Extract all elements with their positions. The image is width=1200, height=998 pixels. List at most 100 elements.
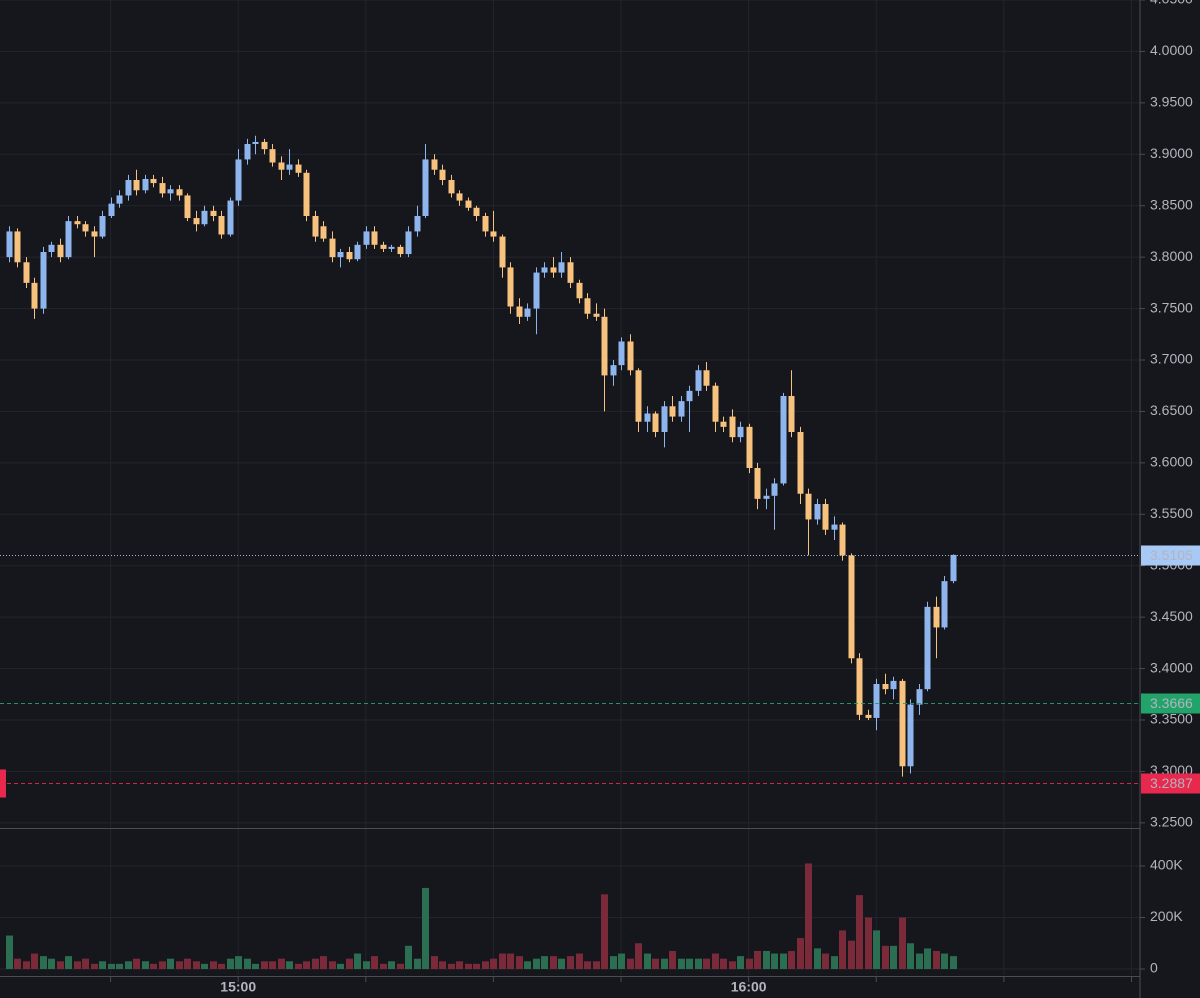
volume-bar (465, 963, 472, 969)
y-tick-label: 3.6000 (1150, 454, 1193, 470)
volume-bar (635, 943, 642, 969)
volume-bar (210, 961, 217, 969)
candle-body (618, 341, 625, 366)
y-tick-label: 3.5500 (1150, 505, 1193, 521)
volume-bar (201, 963, 208, 969)
volume-bar (686, 958, 693, 969)
candle-body (627, 341, 634, 371)
candle-body (941, 581, 948, 628)
volume-bar (550, 956, 557, 969)
volume-bar (695, 958, 702, 969)
volume-bar (227, 958, 234, 969)
price-label-box (1141, 693, 1200, 714)
candle-body (218, 216, 225, 235)
volume-bar (48, 958, 55, 969)
volume-bar (65, 956, 72, 969)
candle-body (31, 282, 38, 309)
volume-bar (363, 961, 370, 969)
volume-bar (831, 956, 838, 969)
candle-body (695, 370, 702, 391)
candle-body (244, 144, 251, 160)
candle-body (125, 180, 132, 196)
candle-body (746, 426, 753, 468)
candle-body (312, 216, 319, 237)
volume-bar (99, 961, 106, 969)
volume-bar (150, 963, 157, 969)
y-tick-label: 3.9000 (1150, 145, 1193, 161)
volume-bar (320, 956, 327, 969)
y-tick-label: 3.4500 (1150, 608, 1193, 624)
candle-body (448, 180, 455, 194)
y-tick-label: 3.9500 (1150, 94, 1193, 110)
marks (0, 135, 1140, 969)
candle-body (584, 298, 591, 314)
y-tick-label: 4.0000 (1150, 42, 1193, 58)
candle-body (65, 221, 72, 258)
volume-bar (193, 961, 200, 969)
candle-body (933, 606, 940, 628)
volume-bar (473, 963, 480, 969)
candle-body (465, 200, 472, 208)
y-tick-label: 3.3500 (1150, 711, 1193, 727)
volume-bar (771, 953, 778, 969)
candle-body (703, 370, 710, 386)
x-tick-label: 15:00 (220, 979, 256, 995)
candle-body (907, 704, 914, 767)
candle-body (303, 172, 310, 216)
candle-body (150, 178, 157, 184)
volume-bar (167, 958, 174, 969)
candle-body (210, 210, 217, 216)
candle-body (848, 555, 855, 659)
candle-body (167, 189, 174, 194)
candle-body (516, 306, 523, 317)
candle-body (686, 390, 693, 402)
volume-bar (286, 961, 293, 969)
volume-bar (618, 953, 625, 969)
axes (0, 0, 1141, 998)
volume-bar (388, 961, 395, 969)
candle-body (23, 262, 30, 283)
volume-bar (354, 953, 361, 969)
candle-body (193, 218, 200, 225)
volume-bar (57, 961, 64, 969)
candle-body (278, 162, 285, 170)
price-label: 3.3666 (1150, 695, 1193, 711)
candle-body (329, 238, 336, 258)
volume-bar (890, 945, 897, 969)
volume-bar (541, 956, 548, 969)
candle-body (558, 262, 565, 273)
volume-bar (159, 961, 166, 969)
candle-body (184, 195, 191, 219)
volume-bar (116, 963, 123, 969)
volume-bar (456, 961, 463, 969)
volume-bar (346, 958, 353, 969)
volume-bar (337, 963, 344, 969)
volume-bar (712, 953, 719, 969)
volume-bar (907, 943, 914, 969)
candle-body (856, 658, 863, 715)
volume-bar (873, 930, 880, 969)
volume-bar (74, 961, 81, 969)
candle-body (737, 426, 744, 438)
volume-bar (31, 953, 38, 969)
volume-bar (950, 956, 957, 969)
volume-bar (439, 961, 446, 969)
price-label-box (1141, 545, 1200, 566)
price-label: 3.2887 (1150, 775, 1193, 791)
candle-body (567, 262, 574, 283)
volume-bar (780, 953, 787, 969)
candle-body (805, 493, 812, 520)
candle-body (252, 141, 259, 144)
volume-bar (244, 958, 251, 969)
candle-body (916, 689, 923, 705)
candle-body (524, 308, 531, 317)
volume-bar (924, 948, 931, 969)
volume-bar (142, 961, 149, 969)
volume-bar (601, 894, 608, 969)
candle-body (550, 267, 557, 273)
volume-bar (252, 963, 259, 969)
volume-bar (558, 958, 565, 969)
volume-bar (278, 958, 285, 969)
